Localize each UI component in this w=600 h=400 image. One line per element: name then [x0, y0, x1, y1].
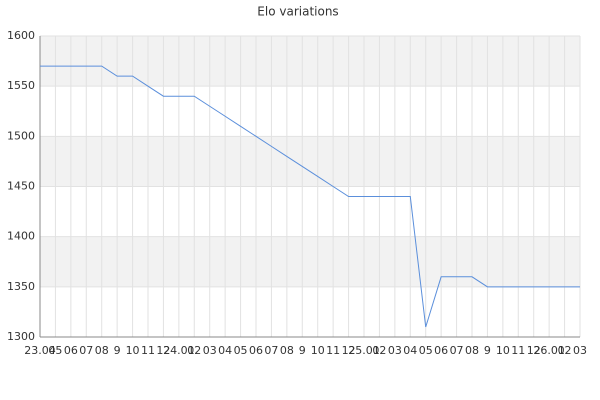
x-tick-label: 04 — [218, 344, 232, 357]
y-tick-label: 1300 — [7, 330, 35, 343]
x-tick-label: 08 — [465, 344, 479, 357]
y-tick-label: 1600 — [7, 29, 35, 42]
x-tick-label: 04 — [403, 344, 417, 357]
x-tick-label: 02 — [558, 344, 572, 357]
x-tick-label: 23.04 — [24, 344, 56, 357]
x-tick-label: 9 — [114, 344, 121, 357]
band — [40, 236, 580, 287]
y-tick-label: 1500 — [7, 129, 35, 142]
x-tick-label: 08 — [280, 344, 294, 357]
x-tick-label: 05 — [48, 344, 62, 357]
x-tick-label: 06 — [434, 344, 448, 357]
x-tick-label: 07 — [450, 344, 464, 357]
x-tick-label: 12 — [156, 344, 170, 357]
x-tick-label: 05 — [234, 344, 248, 357]
x-tick-label: 08 — [95, 344, 109, 357]
x-tick-label: 12 — [342, 344, 356, 357]
x-tick-label: 11 — [511, 344, 525, 357]
x-tick-label: 11 — [141, 344, 155, 357]
x-tick-label: 02 — [372, 344, 386, 357]
band — [40, 136, 580, 187]
x-tick-label: 02 — [187, 344, 201, 357]
x-tick-label: 26.01 — [533, 344, 565, 357]
x-tick-label: 10 — [126, 344, 140, 357]
y-tick-label: 1350 — [7, 280, 35, 293]
x-tick-label: 9 — [299, 344, 306, 357]
x-tick-label: 03 — [388, 344, 402, 357]
x-tick-label: 24.01 — [163, 344, 195, 357]
y-tick-label: 1450 — [7, 180, 35, 193]
x-tick-label: 07 — [79, 344, 93, 357]
x-tick-label: 03 — [203, 344, 217, 357]
line-series — [40, 65, 580, 328]
x-tick-label: 10 — [311, 344, 325, 357]
chart-title: Elo variations — [257, 5, 338, 19]
x-tick-label: 07 — [264, 344, 278, 357]
x-tick-label: 25.01 — [348, 344, 380, 357]
x-tick-label: 05 — [419, 344, 433, 357]
x-tick-label: 03 — [573, 344, 587, 357]
x-tick-label: 9 — [484, 344, 491, 357]
x-tick-label: 06 — [249, 344, 263, 357]
y-tick-label: 1400 — [7, 230, 35, 243]
band — [40, 36, 580, 87]
x-tick-label: 11 — [326, 344, 340, 357]
x-tick-label: 06 — [64, 344, 78, 357]
x-tick-label: 10 — [496, 344, 510, 357]
y-tick-label: 1550 — [7, 79, 35, 92]
x-tick-label: 12 — [527, 344, 541, 357]
